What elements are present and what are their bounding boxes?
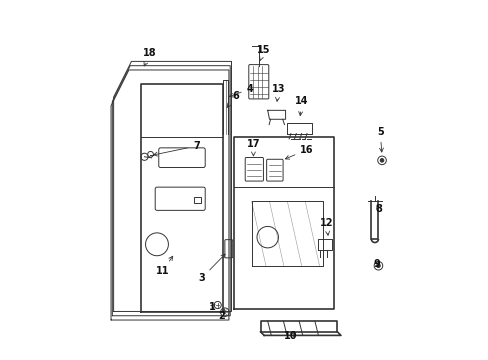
Circle shape: [377, 156, 386, 165]
Circle shape: [147, 152, 153, 157]
FancyBboxPatch shape: [224, 240, 232, 258]
Text: 11: 11: [155, 256, 172, 276]
Bar: [194, 197, 201, 203]
Text: 14: 14: [294, 96, 308, 116]
Circle shape: [257, 226, 278, 248]
Circle shape: [376, 264, 380, 267]
Text: 3: 3: [198, 254, 224, 283]
Text: 7: 7: [153, 141, 199, 156]
Text: 16: 16: [285, 145, 313, 159]
FancyBboxPatch shape: [159, 148, 205, 167]
Text: 5: 5: [376, 127, 383, 152]
Circle shape: [141, 153, 148, 160]
FancyBboxPatch shape: [248, 64, 268, 99]
Text: 8: 8: [374, 203, 381, 213]
Circle shape: [214, 301, 221, 309]
Text: 2: 2: [218, 309, 224, 321]
Text: 12: 12: [319, 218, 333, 235]
Text: 18: 18: [142, 48, 156, 66]
FancyBboxPatch shape: [155, 187, 205, 210]
Circle shape: [220, 308, 229, 316]
Text: 15: 15: [257, 45, 270, 60]
Text: 10: 10: [284, 331, 297, 341]
Circle shape: [373, 261, 382, 270]
Text: 1: 1: [208, 302, 215, 312]
Text: 17: 17: [246, 139, 260, 156]
Text: 4: 4: [229, 84, 253, 97]
FancyBboxPatch shape: [244, 157, 263, 181]
Text: 13: 13: [271, 84, 285, 101]
FancyBboxPatch shape: [266, 159, 283, 181]
Text: 9: 9: [372, 259, 379, 269]
Circle shape: [145, 233, 168, 256]
Text: 6: 6: [226, 91, 239, 107]
Circle shape: [380, 158, 383, 162]
